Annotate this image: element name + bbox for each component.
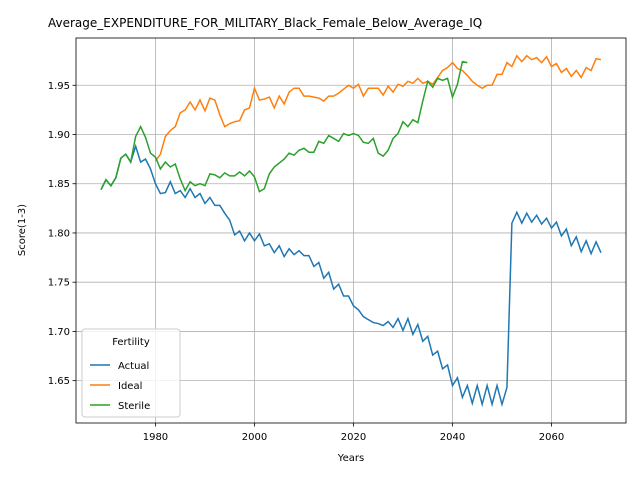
y-tick-label: 1.65: [48, 376, 70, 387]
series-line: [100, 143, 602, 408]
series-line: [154, 54, 602, 162]
y-tick-label: 1.90: [48, 130, 70, 141]
x-tick-label: 2020: [341, 432, 366, 443]
y-axis-label: Score(1-3): [17, 204, 28, 256]
chart-title: Average_EXPENDITURE_FOR_MILITARY_Black_F…: [48, 16, 482, 30]
y-tick-label: 1.95: [48, 81, 70, 92]
legend-label: Ideal: [118, 381, 142, 392]
legend-label: Sterile: [118, 401, 150, 412]
x-tick-label: 2000: [242, 432, 267, 443]
y-tick-label: 1.75: [48, 278, 70, 289]
legend: Fertility Actual Ideal Sterile: [81, 328, 181, 418]
plot-frame: [75, 37, 627, 424]
x-axis-label: Years: [337, 453, 364, 464]
legend-title: Fertility: [112, 337, 150, 348]
legend-box: [81, 328, 181, 418]
x-tick-label: 2040: [440, 432, 465, 443]
y-tick-label: 1.70: [48, 327, 70, 338]
legend-label: Actual: [118, 361, 149, 372]
y-tick-label: 1.85: [48, 179, 70, 190]
x-tick-label: 2060: [539, 432, 564, 443]
x-tick-label: 1980: [143, 432, 168, 443]
y-tick-label: 1.80: [48, 228, 70, 239]
series-line: [100, 60, 468, 193]
